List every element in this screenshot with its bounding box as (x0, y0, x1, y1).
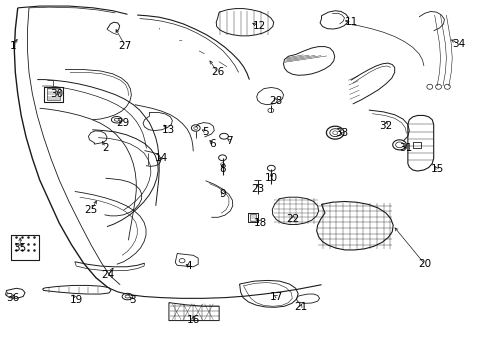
Text: 16: 16 (186, 315, 200, 325)
Text: 35: 35 (14, 243, 27, 253)
Text: 9: 9 (219, 189, 225, 199)
Text: 5: 5 (202, 127, 208, 136)
Text: 32: 32 (379, 121, 392, 131)
Text: 22: 22 (286, 215, 299, 224)
Text: 20: 20 (418, 259, 430, 269)
Text: 30: 30 (50, 89, 63, 99)
Text: 7: 7 (226, 136, 233, 145)
Text: 1: 1 (10, 41, 16, 50)
Text: 26: 26 (211, 67, 224, 77)
Text: 10: 10 (264, 173, 277, 183)
Text: 33: 33 (335, 129, 348, 138)
Text: 2: 2 (102, 143, 109, 153)
Text: 25: 25 (84, 206, 97, 216)
Text: 18: 18 (253, 218, 266, 228)
Text: 27: 27 (118, 41, 131, 50)
Text: 24: 24 (101, 270, 114, 280)
Text: 12: 12 (252, 21, 265, 31)
Text: 36: 36 (6, 293, 20, 303)
Text: 21: 21 (293, 302, 306, 312)
Text: 13: 13 (162, 125, 175, 135)
Text: 8: 8 (219, 164, 225, 174)
Text: 11: 11 (345, 17, 358, 27)
Text: 17: 17 (269, 292, 282, 302)
Text: 15: 15 (429, 164, 443, 174)
Text: 3: 3 (129, 295, 135, 305)
Text: 14: 14 (155, 153, 168, 163)
Text: 4: 4 (185, 261, 191, 271)
Text: 23: 23 (250, 184, 264, 194)
Text: 6: 6 (209, 139, 216, 149)
Text: 34: 34 (451, 39, 465, 49)
Text: 31: 31 (398, 143, 411, 153)
Text: 28: 28 (269, 96, 282, 106)
Text: 19: 19 (69, 295, 83, 305)
Text: 29: 29 (116, 118, 129, 128)
